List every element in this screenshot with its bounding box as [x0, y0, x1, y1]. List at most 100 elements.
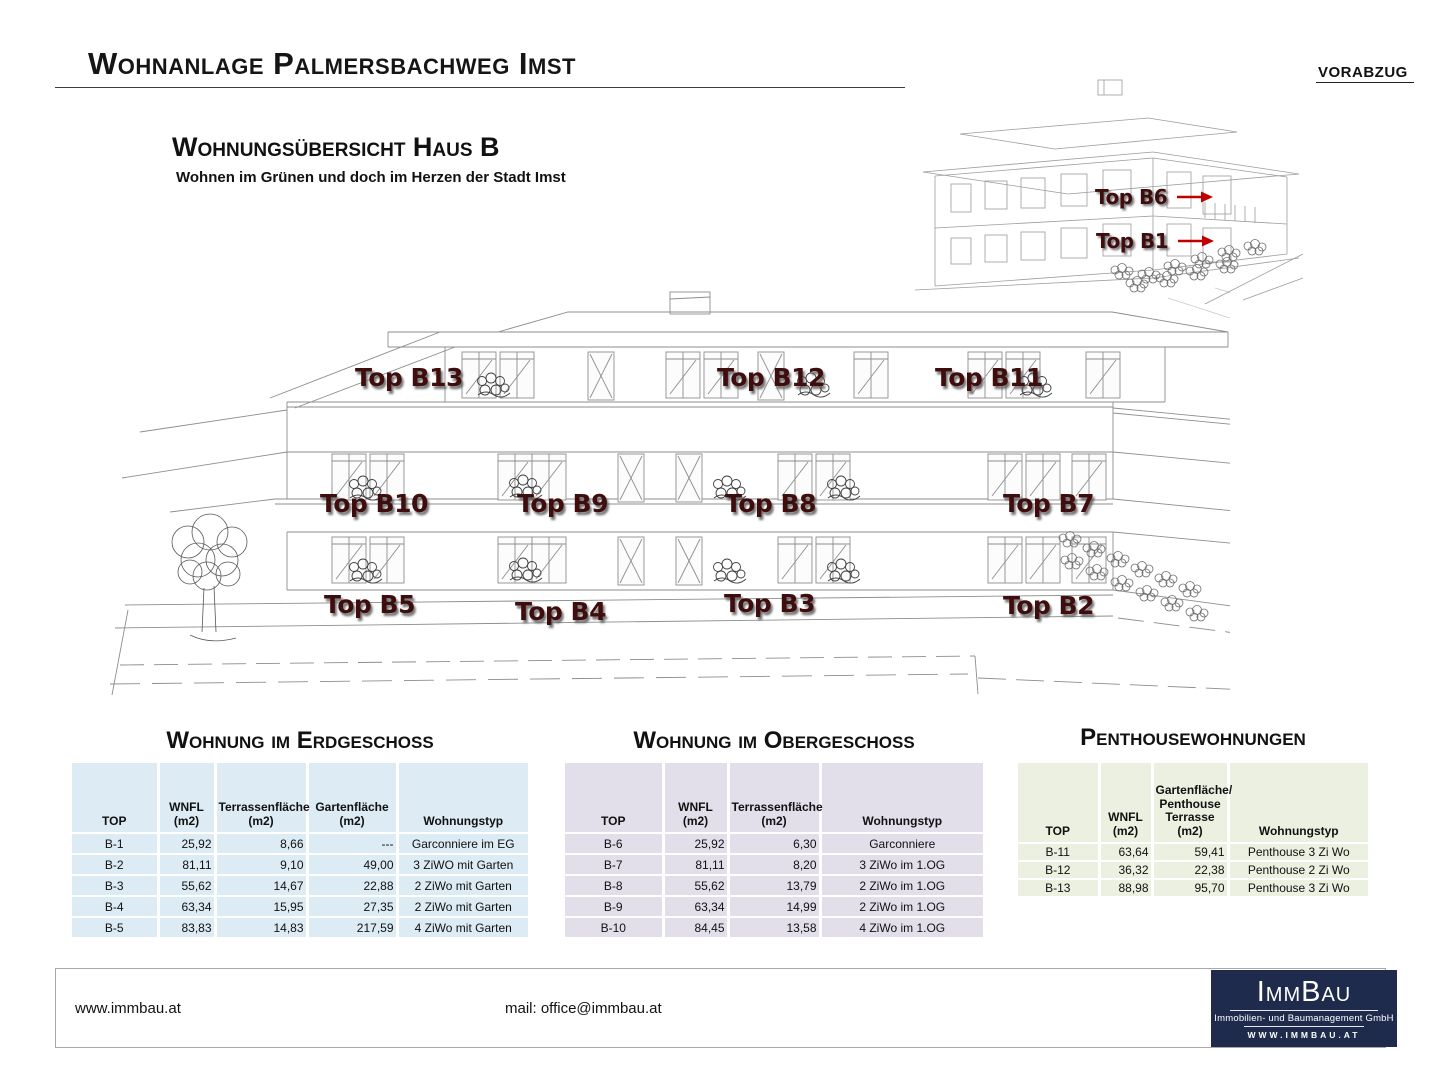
- logo-url: WWW.IMMBAU.AT: [1247, 1029, 1361, 1040]
- table-penthouse: TOP WNFL (m2) Gartenfläche/ Penthouse Te…: [1018, 763, 1368, 896]
- unit-label-b6: Top B6: [1095, 185, 1214, 209]
- cell-top: B-9: [565, 895, 663, 917]
- building-drawing: [110, 287, 1230, 695]
- unit-label-text: Top B6: [1095, 185, 1168, 209]
- page-title: Wohnanlage Palmersbachweg Imst: [88, 46, 576, 81]
- table-row: B-4 63,34 15,95 27,35 2 ZiWo mit Garten: [72, 895, 528, 917]
- col-header-wnfl: WNFL (m2): [661, 763, 728, 833]
- logo-divider: [1244, 1025, 1364, 1027]
- table-row: B-13 88,98 95,70 Penthouse 3 Zi Wo: [1018, 878, 1368, 896]
- col-header-top: TOP: [102, 814, 127, 829]
- cell-typ: Garconniere im EG: [395, 832, 528, 854]
- cell-terrasse: 8,20: [726, 853, 820, 875]
- cell-terrasse: 14,67: [213, 874, 307, 896]
- cell-top: B-6: [565, 832, 663, 854]
- table-row: B-9 63,34 14,99 2 ZiWo im 1.OG: [565, 895, 983, 917]
- col-header-wohnungstyp: Wohnungstyp: [1226, 763, 1368, 843]
- tree-sketch: [171, 513, 248, 642]
- mini-building-drawing: [914, 79, 1304, 305]
- table-row: B-2 81,11 9,10 49,00 3 ZiWO mit Garten: [72, 853, 528, 875]
- unit-label-b11: Top B11: [935, 363, 1043, 392]
- cell-typ: 4 ZiWo mit Garten: [395, 916, 528, 937]
- cell-typ: 2 ZiWo im 1.OG: [818, 895, 983, 917]
- cell-wnfl: 83,83: [156, 916, 215, 937]
- cell-terrasse: 8,66: [213, 832, 307, 854]
- cell-garten: 22,38: [1150, 860, 1228, 879]
- cell-wnfl: 25,92: [156, 832, 215, 854]
- cell-garten: ---: [305, 832, 397, 854]
- building-sketch: [110, 280, 1230, 695]
- col-header-garten: Gartenfläche (m2): [305, 763, 397, 833]
- unit-label-b1: Top B1: [1096, 229, 1215, 253]
- table-row: B-1 25,92 8,66 --- Garconniere im EG: [72, 832, 528, 854]
- unit-label-text: Top B1: [1096, 229, 1169, 253]
- table-row: B-7 81,11 8,20 3 ZiWo im 1.OG: [565, 853, 983, 875]
- cell-top: B-11: [1018, 842, 1099, 861]
- immbau-logo: ImmBau Immobilien- und Baumanagement Gmb…: [1211, 970, 1397, 1047]
- cell-wnfl: 63,34: [156, 895, 215, 917]
- cell-top: B-12: [1018, 860, 1099, 879]
- cell-top: B-13: [1018, 878, 1099, 896]
- unit-label-b10: Top B10: [320, 489, 428, 518]
- table-title-obergeschoss: Wohnung im Obergeschoss: [633, 727, 915, 754]
- unit-label-b9: Top B9: [517, 489, 608, 518]
- col-header-top: TOP: [601, 814, 626, 829]
- cell-garten: 59,41: [1150, 842, 1228, 861]
- title-underline: [55, 87, 905, 88]
- cell-terrasse: 13,79: [726, 874, 820, 896]
- cell-garten: 27,35: [305, 895, 397, 917]
- cell-typ: Penthouse 3 Zi Wo: [1226, 878, 1368, 896]
- unit-label-b12: Top B12: [717, 363, 825, 392]
- cell-top: B-8: [565, 874, 663, 896]
- cell-terrasse: 13,58: [726, 916, 820, 937]
- cell-typ: 3 ZiWO mit Garten: [395, 853, 528, 875]
- cell-top: B-7: [565, 853, 663, 875]
- col-header-wnfl: WNFL (m2): [1097, 763, 1152, 843]
- cell-wnfl: 81,11: [156, 853, 215, 875]
- cell-wnfl: 88,98: [1097, 878, 1152, 896]
- col-header-terrasse: Terrassenfläche (m2): [726, 763, 823, 833]
- footer-email: mail: office@immbau.at: [505, 1000, 662, 1017]
- mini-building-sketch: [905, 72, 1305, 307]
- unit-label-b8: Top B8: [725, 489, 816, 518]
- logo-divider: [1230, 1009, 1378, 1011]
- table-header-row: TOP WNFL (m2) Gartenfläche/ Penthouse Te…: [1018, 763, 1368, 843]
- table-title-penthouse: Penthousewohnungen: [1080, 724, 1306, 751]
- cell-terrasse: 6,30: [726, 832, 820, 854]
- col-header-terrasse: Terrassenfläche (m2): [213, 763, 310, 833]
- logo-brand: ImmBau: [1256, 975, 1352, 1008]
- cell-garten: 95,70: [1150, 878, 1228, 896]
- cell-terrasse: 14,99: [726, 895, 820, 917]
- table-row: B-11 63,64 59,41 Penthouse 3 Zi Wo: [1018, 842, 1368, 861]
- cell-wnfl: 84,45: [661, 916, 728, 937]
- cell-typ: Penthouse 2 Zi Wo: [1226, 860, 1368, 879]
- table-row: B-10 84,45 13,58 4 ZiWo im 1.OG: [565, 916, 983, 937]
- section-title: Wohnungsübersicht Haus B: [172, 132, 500, 162]
- unit-label-b7: Top B7: [1003, 489, 1094, 518]
- cell-typ: 4 ZiWo im 1.OG: [818, 916, 983, 937]
- arrow-right-icon: [1177, 191, 1214, 203]
- cell-garten: 49,00: [305, 853, 397, 875]
- cell-top: B-4: [72, 895, 158, 917]
- table-header-row: TOP WNFL (m2) Terrassenfläche (m2) Wohnu…: [565, 763, 983, 833]
- table-obergeschoss: TOP WNFL (m2) Terrassenfläche (m2) Wohnu…: [565, 763, 983, 937]
- unit-label-b5: Top B5: [324, 590, 415, 619]
- cell-typ: Garconniere: [818, 832, 983, 854]
- cell-typ: 2 ZiWo im 1.OG: [818, 874, 983, 896]
- cell-typ: 2 ZiWo mit Garten: [395, 874, 528, 896]
- logo-subtitle: Immobilien- und Baumanagement GmbH: [1214, 1012, 1394, 1024]
- cell-wnfl: 81,11: [661, 853, 728, 875]
- col-header-wohnungstyp: Wohnungstyp: [818, 763, 983, 833]
- cell-top: B-1: [72, 832, 158, 854]
- table-title-erdgeschoss: Wohnung im Erdgeschoss: [166, 727, 434, 754]
- cell-terrasse: 14,83: [213, 916, 307, 937]
- cell-top: B-5: [72, 916, 158, 937]
- cell-garten: 217,59: [305, 916, 397, 937]
- cell-wnfl: 55,62: [661, 874, 728, 896]
- table-row: B-5 83,83 14,83 217,59 4 ZiWo mit Garten: [72, 916, 528, 937]
- col-header-wohnungstyp: Wohnungstyp: [395, 763, 528, 833]
- cell-garten: 22,88: [305, 874, 397, 896]
- table-row: B-12 36,32 22,38 Penthouse 2 Zi Wo: [1018, 860, 1368, 879]
- col-header-garten-terrasse: Gartenfläche/ Penthouse Terrasse (m2): [1150, 763, 1232, 843]
